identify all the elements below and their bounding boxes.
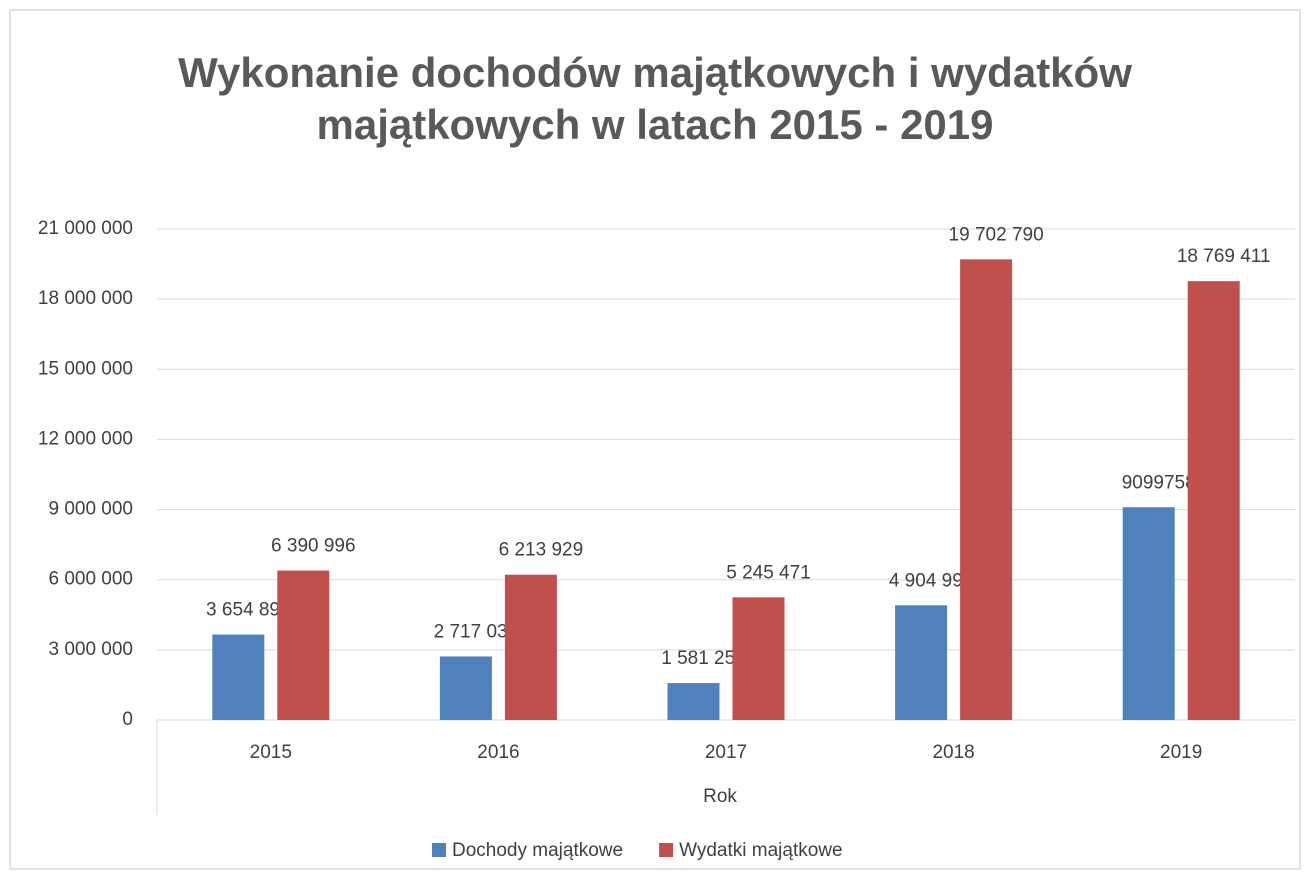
bar (212, 634, 265, 720)
bar (1187, 281, 1240, 720)
x-tick-label: 2015 (250, 742, 292, 763)
legend-label: Wydatki majątkowe (679, 840, 843, 861)
legend-swatch (432, 843, 446, 857)
value-label: 3 654 899 (206, 600, 291, 621)
bar (504, 574, 557, 720)
chart-title: Wykonanie dochodów majątkowych i wydatkó… (178, 49, 1132, 148)
value-label: 5 245 471 (726, 562, 811, 583)
y-tick-label: 15 000 000 (38, 358, 133, 379)
y-tick-label: 18 000 000 (38, 288, 133, 309)
legend-swatch (659, 843, 674, 857)
y-tick-label: 21 000 000 (38, 218, 133, 239)
bar (277, 570, 330, 720)
value-label: 18 769 411 (1177, 246, 1271, 267)
bar (667, 683, 720, 720)
x-tick-label: 2016 (477, 742, 519, 763)
y-tick-label: 0 (122, 709, 133, 730)
value-label: 19 702 790 (949, 224, 1044, 245)
value-label: 9099758 (1122, 472, 1196, 493)
legend-label: Dochody majątkowe (452, 840, 623, 861)
x-tick-label: 2017 (705, 742, 747, 763)
bar (1122, 507, 1175, 720)
bar (960, 259, 1013, 720)
value-label: 2 717 034 (434, 621, 519, 642)
y-tick-label: 3 000 000 (48, 639, 133, 660)
bar (732, 597, 785, 720)
value-label: 6 390 996 (271, 536, 356, 557)
x-tick-label: 2019 (1160, 742, 1202, 763)
bar (439, 656, 492, 720)
x-tick-label: 2018 (932, 742, 974, 763)
value-label: 6 213 929 (499, 540, 584, 561)
value-label: 1 581 250 (661, 648, 746, 669)
x-axis-label: Rok (703, 786, 737, 807)
y-tick-label: 6 000 000 (48, 569, 133, 590)
y-tick-label: 9 000 000 (48, 499, 133, 520)
y-tick-label: 12 000 000 (38, 428, 133, 449)
bar (895, 605, 948, 720)
value-label: 4 904 996 (889, 570, 974, 591)
